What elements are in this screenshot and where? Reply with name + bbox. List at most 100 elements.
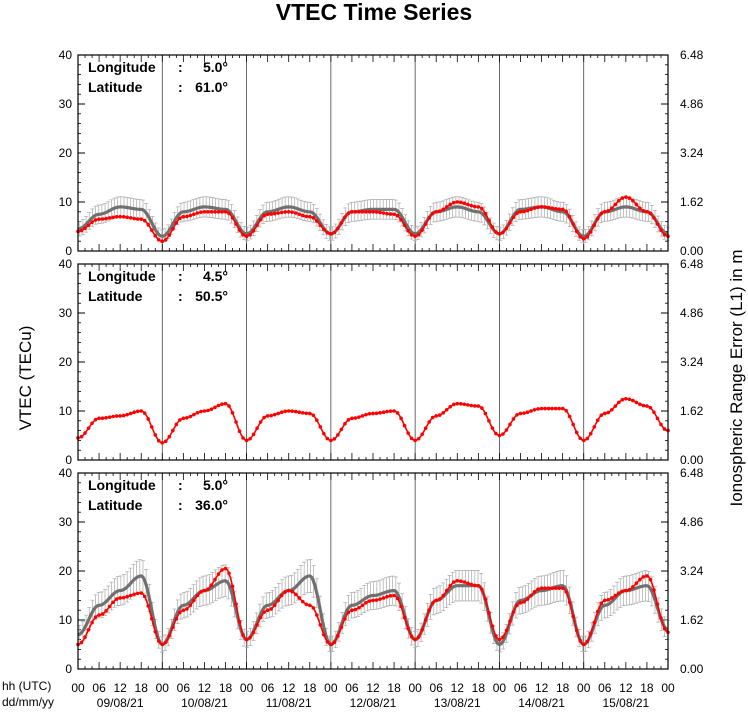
measured-point [564, 590, 568, 594]
measured-point [332, 230, 337, 235]
measured-point [360, 603, 365, 608]
measured-point [353, 416, 358, 420]
measured-point [620, 397, 625, 402]
measured-point [290, 210, 295, 214]
latitude-label: Latitude [88, 288, 143, 304]
measured-point [592, 425, 597, 429]
measured-point [406, 626, 410, 631]
y2-axis-label: Ionospheric Range Error (L1) in m [727, 249, 746, 506]
measured-point [451, 200, 456, 205]
measured-point [202, 210, 207, 214]
y2-tick-label: 6.48 [680, 48, 704, 62]
y2-tick-label: 6.48 [680, 257, 704, 271]
measured-point [388, 409, 393, 413]
measured-point [378, 210, 382, 215]
measured-point [93, 615, 98, 619]
measured-point [476, 205, 481, 209]
y-tick-label: 10 [59, 195, 73, 209]
measured-point [97, 217, 101, 221]
measured-point [395, 596, 400, 601]
measured-point [153, 629, 158, 634]
measured-point [392, 212, 396, 217]
measured-point [434, 414, 439, 418]
y-tick-label: 40 [59, 257, 73, 271]
measured-point [135, 217, 140, 221]
measured-point [135, 409, 140, 414]
x-hour-tick-label: 00 [71, 681, 85, 695]
measured-point [178, 216, 182, 221]
measured-point [406, 228, 410, 233]
x-hour-tick-label: 12 [282, 681, 296, 695]
measured-point [297, 212, 302, 217]
measured-point [167, 233, 172, 237]
measured-point [149, 616, 154, 621]
measured-point [606, 410, 611, 415]
y2-tick-label: 1.62 [680, 613, 704, 627]
measured-point [279, 210, 284, 215]
y2-tick-label: 3.24 [680, 564, 704, 578]
chart-title: VTEC Time Series [276, 0, 472, 25]
y-tick-label: 10 [59, 613, 73, 627]
measured-series-line [77, 397, 669, 444]
measured-point [395, 411, 400, 415]
measured-point [585, 639, 590, 644]
measured-point [167, 634, 172, 638]
measured-point [286, 588, 291, 593]
measured-point [100, 416, 105, 420]
measured-point [192, 212, 196, 217]
measured-point [220, 402, 224, 406]
measured-point [437, 413, 442, 417]
measured-point [216, 403, 221, 408]
measured-point [325, 436, 330, 441]
measured-point [543, 586, 547, 590]
measured-point [536, 205, 540, 210]
measured-point [307, 603, 312, 608]
measured-point [93, 218, 98, 222]
x-hour-tick-label: 06 [177, 681, 191, 695]
measured-point [599, 413, 604, 418]
measured-point [111, 600, 115, 605]
measured-point [185, 416, 189, 420]
measured-point [385, 211, 389, 216]
measured-point [413, 637, 417, 642]
measured-point [564, 408, 568, 413]
measured-point [378, 597, 382, 601]
measured-point [448, 404, 453, 409]
measured-point [406, 431, 410, 435]
measured-point [420, 628, 424, 632]
measured-point [188, 213, 193, 218]
x-hour-tick-label: 18 [135, 681, 149, 695]
measured-point [248, 233, 252, 237]
measured-point [297, 596, 302, 600]
measured-point [441, 207, 446, 212]
longitude-label: Longitude [88, 477, 156, 493]
measured-point [241, 232, 245, 237]
measured-point [139, 591, 144, 595]
measured-point [536, 587, 540, 591]
panel-2: 0 10 20 30 40 0.00 1.62 3.24 4.86 6.48 Longitude: 4… [59, 257, 704, 467]
x-hour-tick-label: 18 [219, 681, 233, 695]
measured-point [262, 415, 266, 420]
x-hour-tick-label: 12 [535, 681, 549, 695]
measured-point [199, 210, 203, 214]
measured-point [501, 432, 505, 436]
measured-point [164, 640, 168, 644]
measured-point [262, 213, 266, 218]
measured-point [364, 210, 368, 214]
x-hour-tick-label: 06 [514, 681, 528, 695]
measured-point [543, 406, 547, 411]
measured-point [139, 217, 144, 221]
measured-point [522, 209, 526, 214]
measured-point [90, 220, 94, 225]
measured-point [655, 222, 660, 226]
measured-point [374, 598, 379, 602]
measured-point [332, 437, 337, 441]
measured-point [300, 411, 305, 415]
measured-point [550, 206, 554, 210]
measured-point [276, 598, 280, 603]
measured-point [118, 214, 122, 219]
longitude-colon: : [178, 268, 183, 284]
measured-point [114, 414, 119, 418]
measured-point [624, 396, 628, 401]
measured-point [244, 438, 249, 443]
